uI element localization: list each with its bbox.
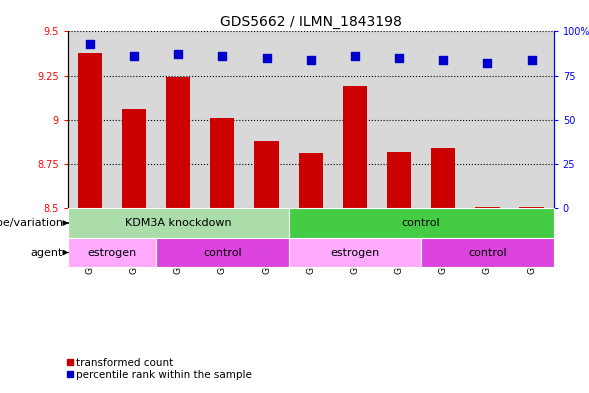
Text: control: control xyxy=(203,248,241,257)
Bar xyxy=(156,31,200,208)
Bar xyxy=(421,31,465,208)
Bar xyxy=(210,118,234,208)
Bar xyxy=(431,148,455,208)
Bar xyxy=(519,207,544,208)
Bar xyxy=(78,53,102,208)
Bar xyxy=(68,238,156,267)
Bar xyxy=(68,208,289,238)
Point xyxy=(173,51,183,57)
Point xyxy=(438,57,448,63)
Bar xyxy=(299,153,323,208)
Bar xyxy=(377,31,421,208)
Point xyxy=(350,53,359,59)
Text: estrogen: estrogen xyxy=(87,248,137,257)
Text: control: control xyxy=(402,218,441,228)
Bar xyxy=(387,152,411,208)
Bar xyxy=(112,31,156,208)
Legend: transformed count, percentile rank within the sample: transformed count, percentile rank withi… xyxy=(68,358,252,380)
Point xyxy=(482,60,492,66)
Title: GDS5662 / ILMN_1843198: GDS5662 / ILMN_1843198 xyxy=(220,15,402,29)
Bar xyxy=(200,31,244,208)
Text: estrogen: estrogen xyxy=(330,248,379,257)
Point xyxy=(394,55,403,61)
Point xyxy=(217,53,227,59)
Point xyxy=(85,40,94,47)
Text: control: control xyxy=(468,248,507,257)
Bar xyxy=(244,31,289,208)
Point xyxy=(262,55,271,61)
Bar xyxy=(475,207,499,208)
Bar xyxy=(156,238,289,267)
Bar xyxy=(289,31,333,208)
Text: genotype/variation: genotype/variation xyxy=(0,218,63,228)
Text: KDM3A knockdown: KDM3A knockdown xyxy=(125,218,231,228)
Bar xyxy=(289,238,421,267)
Bar xyxy=(465,31,509,208)
Bar xyxy=(333,31,377,208)
Bar xyxy=(343,86,367,208)
Point xyxy=(527,57,536,63)
Text: agent: agent xyxy=(31,248,63,257)
Bar xyxy=(289,208,554,238)
Bar xyxy=(122,109,146,208)
Bar xyxy=(68,31,112,208)
Bar xyxy=(421,238,554,267)
Point xyxy=(130,53,139,59)
Bar xyxy=(509,31,554,208)
Bar xyxy=(166,77,190,208)
Point xyxy=(306,57,316,63)
Bar xyxy=(254,141,279,208)
